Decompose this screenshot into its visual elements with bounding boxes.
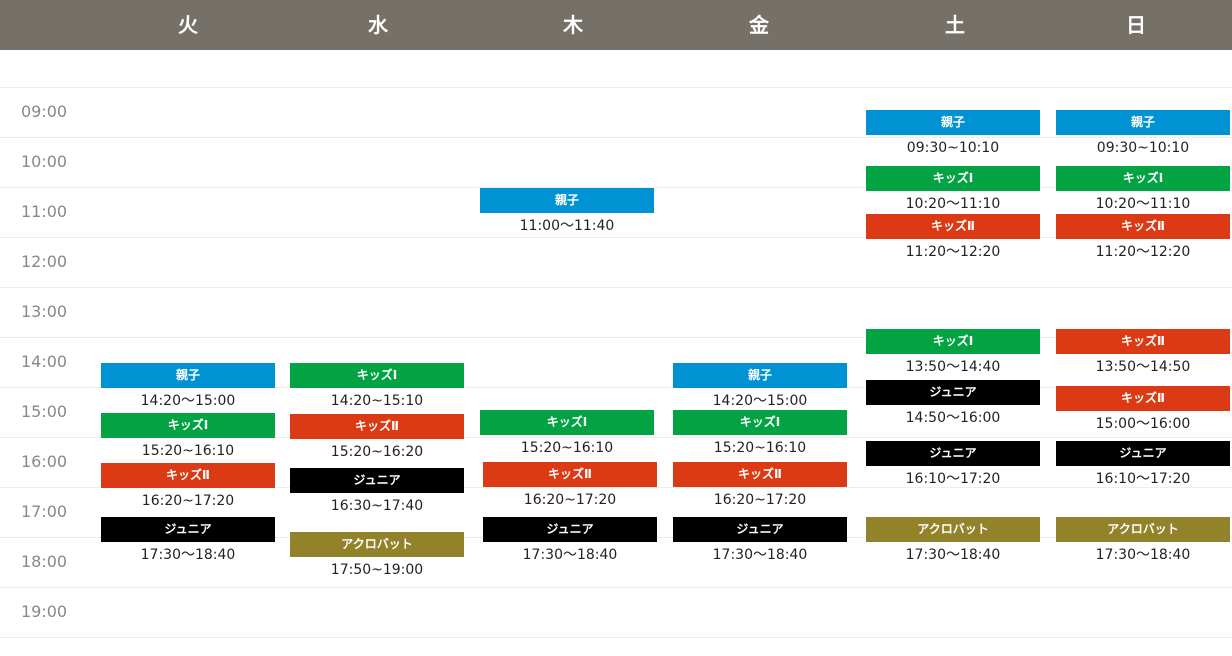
- class-label-blue[interactable]: 親子: [866, 110, 1040, 135]
- grid-line: [0, 137, 1232, 138]
- class-time: 15:20~16:20: [330, 444, 424, 460]
- weekday-0: 火: [178, 13, 198, 37]
- class-time: 11:20～12:20: [1095, 244, 1191, 260]
- grid-line: [0, 187, 1232, 188]
- weekday-1: 水: [368, 13, 388, 37]
- class-label-red[interactable]: キッズⅡ: [673, 462, 847, 487]
- class-label-black[interactable]: ジュニア: [866, 380, 1040, 405]
- class-label-black[interactable]: ジュニア: [290, 468, 464, 493]
- grid-line: [0, 587, 1232, 588]
- class-time: 11:00～11:40: [519, 218, 615, 234]
- weekday-2: 木: [563, 13, 583, 37]
- hour-label: 18:00: [21, 552, 68, 571]
- class-time: 13:50～14:40: [905, 359, 1001, 375]
- class-time: 16:10～17:20: [1095, 471, 1191, 487]
- class-label-green[interactable]: キッズⅠ: [1056, 166, 1230, 191]
- class-time: 17:30～18:40: [905, 547, 1001, 563]
- weekday-5: 日: [1126, 13, 1146, 37]
- hour-label: 19:00: [21, 602, 68, 621]
- class-time: 13:50～14:50: [1095, 359, 1191, 375]
- class-label-red[interactable]: キッズⅡ: [1056, 386, 1230, 411]
- class-time: 16:20~17:20: [141, 493, 235, 509]
- grid-line: [0, 87, 1232, 88]
- class-label-olive[interactable]: アクロバット: [866, 517, 1040, 542]
- class-label-black[interactable]: ジュニア: [101, 517, 275, 542]
- grid-line: [0, 237, 1232, 238]
- grid-line: [0, 437, 1232, 438]
- class-time: 17:30～18:40: [522, 547, 618, 563]
- class-time: 17:30～18:40: [140, 547, 236, 563]
- class-time: 16:20~17:20: [713, 492, 807, 508]
- class-time: 15:20~16:10: [141, 443, 235, 459]
- class-label-red[interactable]: キッズⅡ: [1056, 214, 1230, 239]
- grid-line: [0, 387, 1232, 388]
- hour-label: 14:00: [21, 352, 68, 371]
- weekday-4: 土: [945, 13, 965, 37]
- class-time: 17:30～18:40: [712, 547, 808, 563]
- class-time: 14:50～16:00: [905, 410, 1001, 426]
- class-time: 14:20~15:10: [330, 393, 424, 409]
- grid-line: [0, 637, 1232, 638]
- class-label-blue[interactable]: 親子: [101, 363, 275, 388]
- weekday-header: 火水木金土日: [0, 0, 1232, 50]
- class-time: 15:20~16:10: [520, 440, 614, 456]
- hour-label: 12:00: [21, 252, 68, 271]
- class-time: 15:20~16:10: [713, 440, 807, 456]
- grid-line: [0, 287, 1232, 288]
- class-label-green[interactable]: キッズⅠ: [290, 363, 464, 388]
- class-label-red[interactable]: キッズⅡ: [101, 463, 275, 488]
- weekday-3: 金: [749, 13, 769, 37]
- class-label-blue[interactable]: 親子: [480, 188, 654, 213]
- hour-label: 15:00: [21, 402, 68, 421]
- hour-label: 17:00: [21, 502, 68, 521]
- hour-label: 09:00: [21, 102, 68, 121]
- class-time: 17:50~19:00: [330, 562, 424, 578]
- class-time: 16:20~17:20: [523, 492, 617, 508]
- class-label-black[interactable]: ジュニア: [866, 441, 1040, 466]
- class-label-black[interactable]: ジュニア: [483, 517, 657, 542]
- class-label-green[interactable]: キッズⅠ: [866, 329, 1040, 354]
- class-label-red[interactable]: キッズⅡ: [483, 462, 657, 487]
- class-label-red[interactable]: キッズⅡ: [290, 414, 464, 439]
- class-time: 17:30～18:40: [1095, 547, 1191, 563]
- class-label-black[interactable]: ジュニア: [673, 517, 847, 542]
- class-label-olive[interactable]: アクロバット: [1056, 517, 1230, 542]
- class-label-green[interactable]: キッズⅠ: [480, 410, 654, 435]
- class-label-red[interactable]: キッズⅡ: [1056, 329, 1230, 354]
- hour-label: 13:00: [21, 302, 68, 321]
- grid-line: [0, 487, 1232, 488]
- class-time: 09:30~10:10: [906, 140, 1000, 156]
- class-label-black[interactable]: ジュニア: [1056, 441, 1230, 466]
- class-time: 14:20～15:00: [140, 393, 236, 409]
- class-time: 10:20～11:10: [905, 196, 1001, 212]
- class-label-blue[interactable]: 親子: [1056, 110, 1230, 135]
- class-label-blue[interactable]: 親子: [673, 363, 847, 388]
- class-label-green[interactable]: キッズⅠ: [101, 413, 275, 438]
- class-time: 10:20～11:10: [1095, 196, 1191, 212]
- class-label-olive[interactable]: アクロバット: [290, 532, 464, 557]
- class-time: 11:20～12:20: [905, 244, 1001, 260]
- class-time: 09:30~10:10: [1096, 140, 1190, 156]
- hour-label: 16:00: [21, 452, 68, 471]
- class-label-green[interactable]: キッズⅠ: [866, 166, 1040, 191]
- class-label-green[interactable]: キッズⅠ: [673, 410, 847, 435]
- class-time: 16:30~17:40: [330, 498, 424, 514]
- class-time: 16:10～17:20: [905, 471, 1001, 487]
- grid-line: [0, 337, 1232, 338]
- class-time: 14:20～15:00: [712, 393, 808, 409]
- class-time: 15:00～16:00: [1095, 416, 1191, 432]
- class-label-red[interactable]: キッズⅡ: [866, 214, 1040, 239]
- hour-label: 10:00: [21, 152, 68, 171]
- hour-label: 11:00: [21, 202, 68, 221]
